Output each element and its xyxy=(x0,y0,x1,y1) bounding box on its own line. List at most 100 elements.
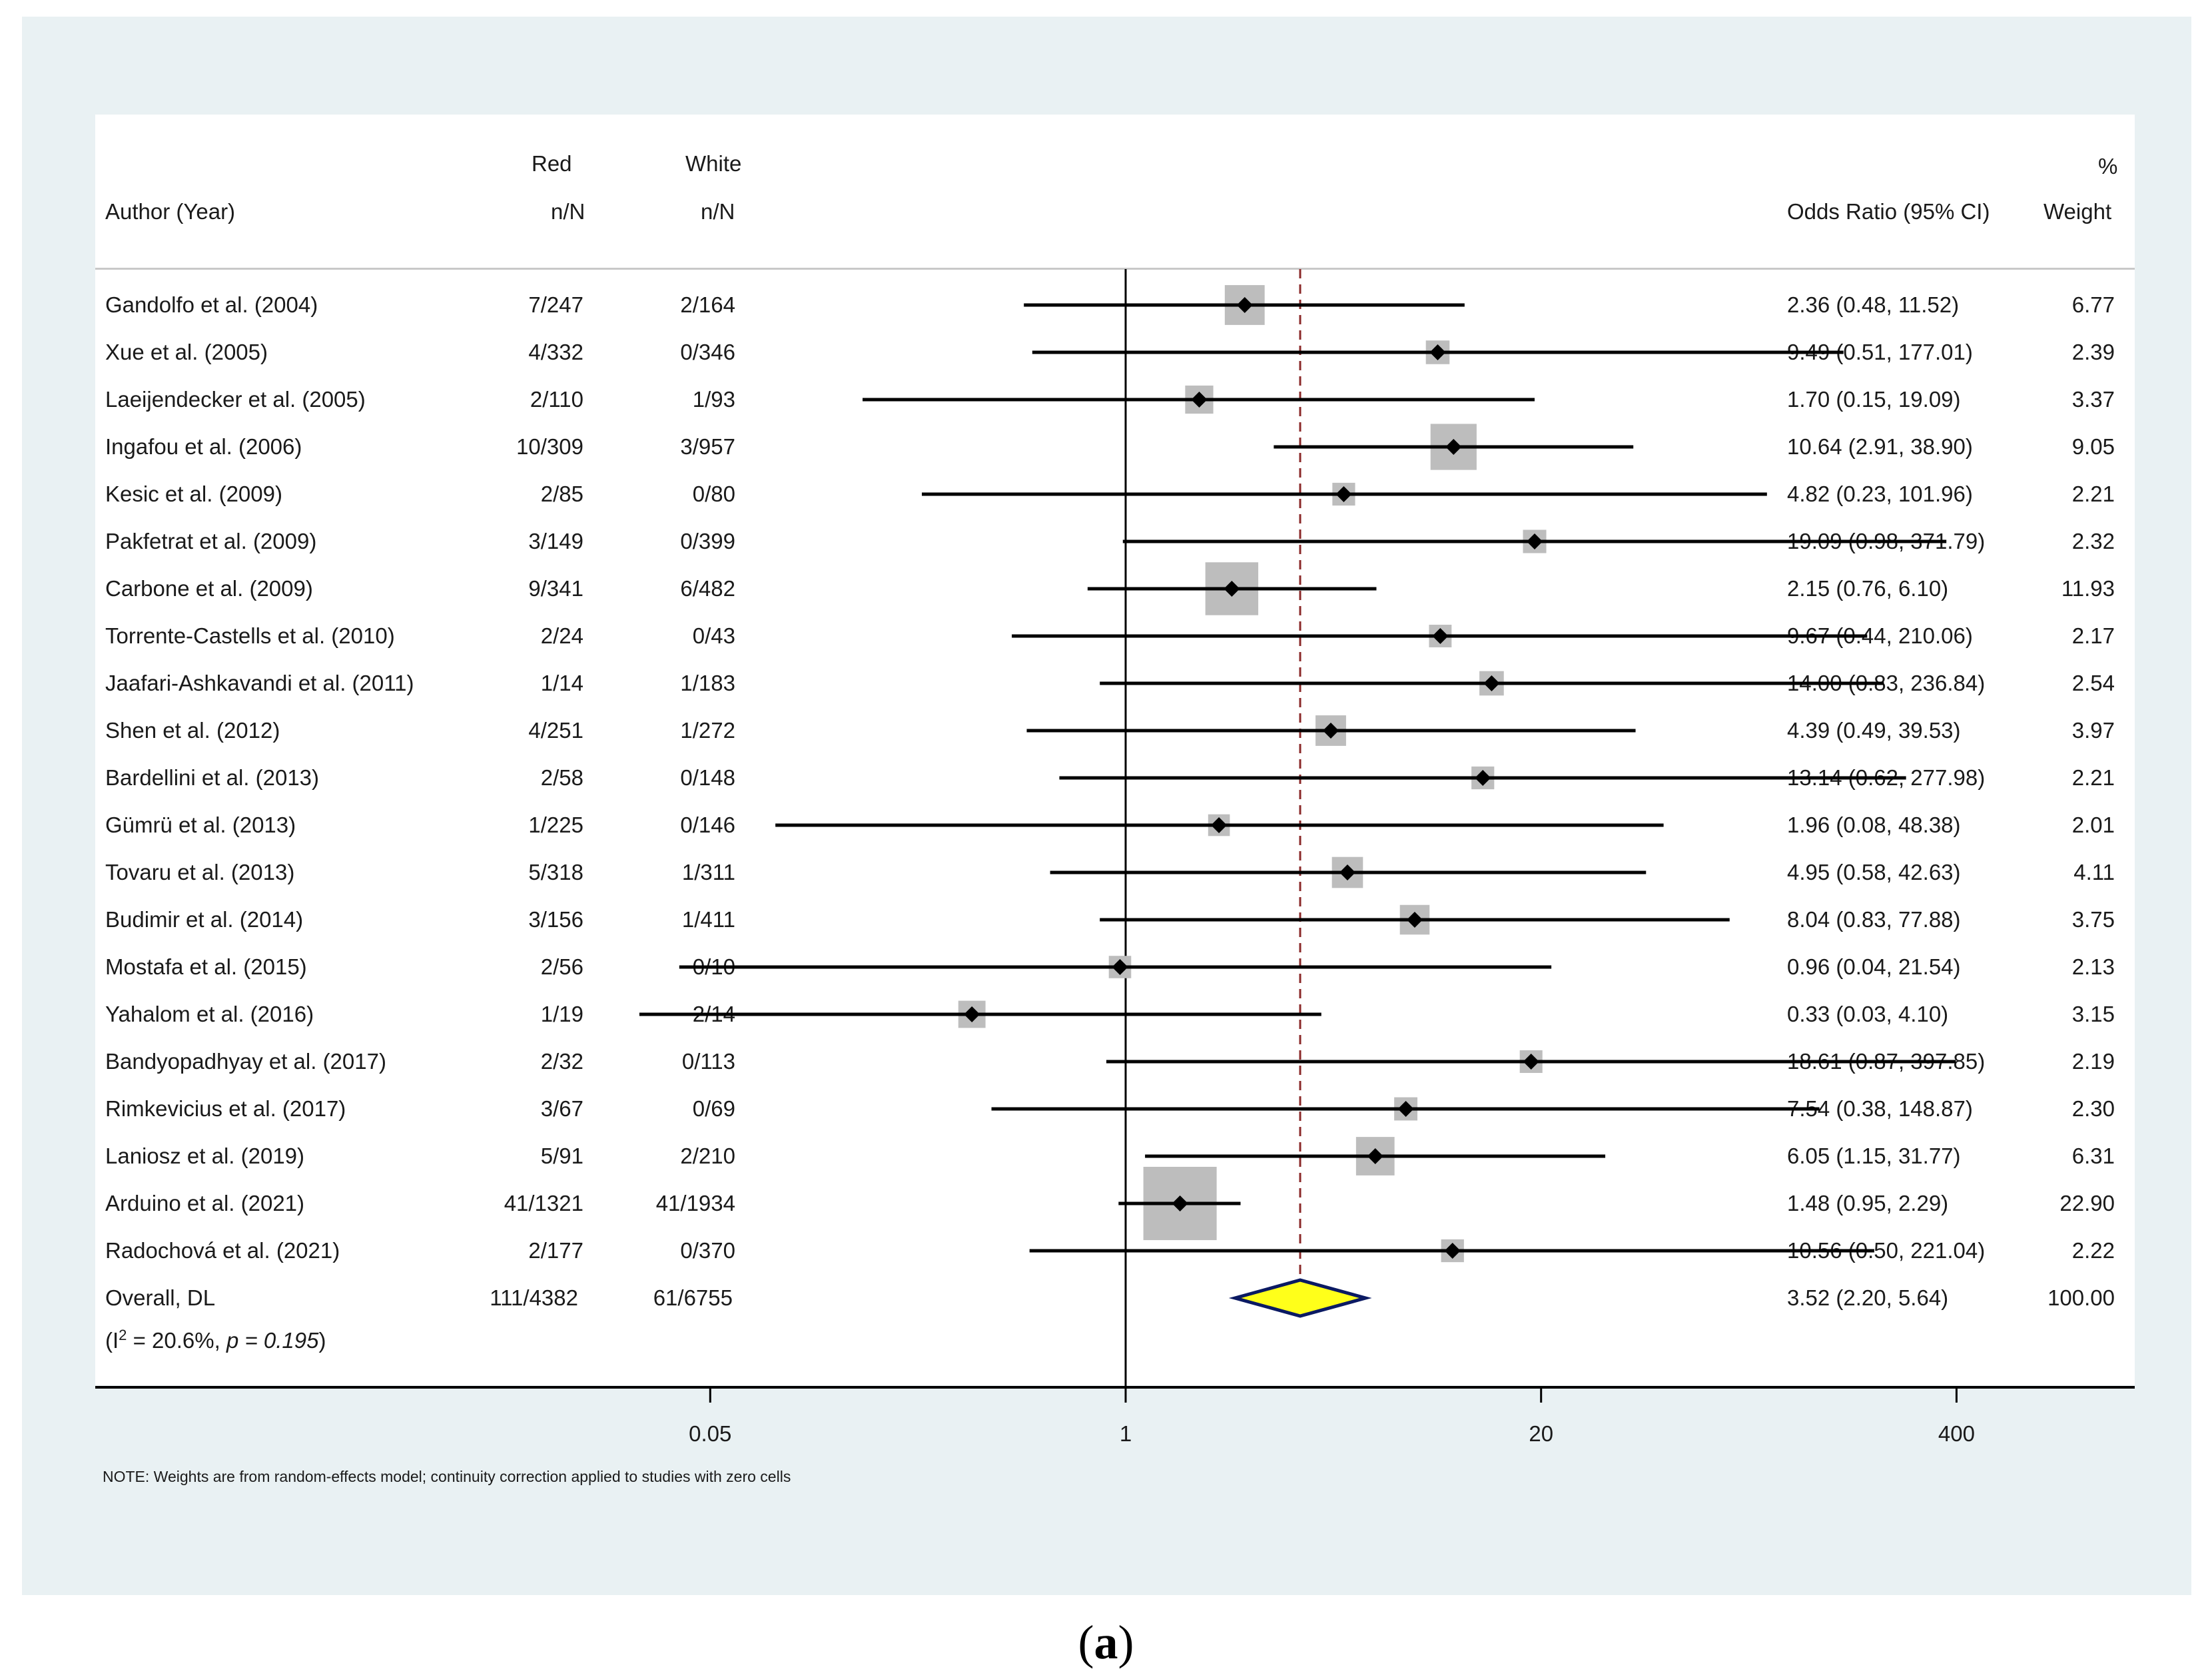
header-divider xyxy=(95,268,2135,270)
study-red: 7/247 xyxy=(528,292,583,317)
study-weight: 2.32 xyxy=(2071,529,2115,553)
study-weight: 11.93 xyxy=(2061,576,2115,601)
overall-or-ci: 3.52 (2.20, 5.64) xyxy=(1787,1285,1949,1310)
study-or-ci: 1.70 (0.15, 19.09) xyxy=(1787,387,1961,412)
study-weight: 2.21 xyxy=(2071,482,2115,506)
study-or-ci: 2.36 (0.48, 11.52) xyxy=(1787,292,1960,317)
study-or-ci: 13.14 (0.62, 277.98) xyxy=(1787,765,1986,790)
study-white: 1/272 xyxy=(680,718,735,743)
study-or-ci: 10.56 (0.50, 221.04) xyxy=(1787,1238,1986,1263)
study-weight: 2.39 xyxy=(2071,340,2115,364)
study-white: 1/93 xyxy=(692,387,735,412)
caption-open: ( xyxy=(1078,1616,1094,1669)
study-white: 2/164 xyxy=(680,292,735,317)
x-tick-label: 0.05 xyxy=(689,1421,732,1446)
study-white: 3/957 xyxy=(680,434,735,459)
study-red: 10/309 xyxy=(516,434,583,459)
header-white-top: White xyxy=(685,151,742,176)
study-or-ci: 10.64 (2.91, 38.90) xyxy=(1787,434,1973,459)
study-weight: 6.31 xyxy=(2071,1144,2115,1168)
heterogeneity-label: (I2 = 20.6%, p = 0.195) xyxy=(105,1327,326,1353)
study-red: 5/91 xyxy=(540,1144,583,1168)
study-white: 6/482 xyxy=(680,576,735,601)
study-or-ci: 19.09 (0.98, 371.79) xyxy=(1787,529,1986,553)
study-red: 9/341 xyxy=(528,576,583,601)
study-author: Bandyopadhyay et al. (2017) xyxy=(105,1049,386,1074)
study-or-ci: 0.33 (0.03, 4.10) xyxy=(1787,1002,1949,1026)
study-author: Pakfetrat et al. (2009) xyxy=(105,529,317,553)
study-author: Gandolfo et al. (2004) xyxy=(105,292,318,317)
study-red: 1/14 xyxy=(540,671,583,695)
header-weight-top: % xyxy=(2098,154,2118,178)
study-or-ci: 9.49 (0.51, 177.01) xyxy=(1787,340,1973,364)
overall-white: 61/6755 xyxy=(653,1285,733,1310)
study-red: 2/110 xyxy=(530,387,583,412)
x-tick-label: 1 xyxy=(1119,1421,1132,1446)
study-red: 41/1321 xyxy=(504,1191,583,1215)
study-author: Ingafou et al. (2006) xyxy=(105,434,302,459)
x-tick-label: 20 xyxy=(1529,1421,1554,1446)
study-or-ci: 1.48 (0.95, 2.29) xyxy=(1787,1191,1949,1215)
study-author: Yahalom et al. (2016) xyxy=(105,1002,314,1026)
study-weight: 3.15 xyxy=(2071,1002,2115,1026)
study-weight: 9.05 xyxy=(2071,434,2115,459)
study-white: 0/370 xyxy=(680,1238,735,1263)
header-red-top: Red xyxy=(532,151,572,176)
header-author: Author (Year) xyxy=(105,199,236,224)
study-red: 2/32 xyxy=(540,1049,583,1074)
study-or-ci: 18.61 (0.87, 397.85) xyxy=(1787,1049,1986,1074)
study-or-ci: 7.54 (0.38, 148.87) xyxy=(1787,1096,1973,1121)
study-white: 0/113 xyxy=(681,1049,735,1074)
study-white: 1/411 xyxy=(681,907,735,932)
study-white: 0/148 xyxy=(680,765,735,790)
overall-weight: 100.00 xyxy=(2047,1285,2115,1310)
study-red: 1/225 xyxy=(528,813,583,837)
study-author: Rimkevicius et al. (2017) xyxy=(105,1096,346,1121)
study-white: 0/346 xyxy=(680,340,735,364)
study-red: 2/58 xyxy=(540,765,583,790)
study-or-ci: 2.15 (0.76, 6.10) xyxy=(1787,576,1949,601)
study-red: 1/19 xyxy=(540,1002,583,1026)
figure-caption: (a) xyxy=(0,1615,2212,1670)
study-author: Arduino et al. (2021) xyxy=(105,1191,305,1215)
study-weight: 3.75 xyxy=(2071,907,2115,932)
het-suffix: ) xyxy=(318,1328,326,1353)
study-author: Xue et al. (2005) xyxy=(105,340,268,364)
study-author: Kesic et al. (2009) xyxy=(105,482,282,506)
study-red: 2/85 xyxy=(540,482,583,506)
study-red: 4/251 xyxy=(528,718,583,743)
study-weight: 2.30 xyxy=(2071,1096,2115,1121)
study-author: Tovaru et al. (2013) xyxy=(105,860,295,884)
study-red: 2/177 xyxy=(528,1238,583,1263)
study-red: 3/149 xyxy=(528,529,583,553)
study-or-ci: 1.96 (0.08, 48.38) xyxy=(1787,813,1961,837)
footnote: NOTE: Weights are from random-effects mo… xyxy=(103,1468,791,1485)
overall-label: Overall, DL xyxy=(105,1285,216,1310)
header-white-bottom: n/N xyxy=(701,199,735,224)
study-weight: 22.90 xyxy=(2059,1191,2115,1215)
study-or-ci: 14.00 (0.83, 236.84) xyxy=(1787,671,1986,695)
x-axis-line xyxy=(95,1386,2135,1389)
study-white: 1/311 xyxy=(681,860,735,884)
study-author: Laniosz et al. (2019) xyxy=(105,1144,305,1168)
study-or-ci: 9.67 (0.44, 210.06) xyxy=(1787,623,1973,648)
study-weight: 2.19 xyxy=(2071,1049,2115,1074)
study-or-ci: 6.05 (1.15, 31.77) xyxy=(1787,1144,1961,1168)
study-white: 0/399 xyxy=(680,529,735,553)
study-author: Gümrü et al. (2013) xyxy=(105,813,296,837)
study-weight: 2.17 xyxy=(2071,623,2115,648)
het-sup: 2 xyxy=(119,1327,127,1343)
study-author: Shen et al. (2012) xyxy=(105,718,280,743)
study-weight: 2.21 xyxy=(2071,765,2115,790)
study-white: 2/14 xyxy=(692,1002,735,1026)
study-white: 41/1934 xyxy=(655,1191,735,1215)
study-or-ci: 4.39 (0.49, 39.53) xyxy=(1787,718,1961,743)
study-white: 2/210 xyxy=(680,1144,735,1168)
study-author: Laeijendecker et al. (2005) xyxy=(105,387,366,412)
overall-red: 111/4382 xyxy=(490,1285,578,1310)
study-white: 0/80 xyxy=(692,482,735,506)
study-white: 1/183 xyxy=(680,671,735,695)
study-weight: 2.54 xyxy=(2071,671,2115,695)
study-or-ci: 0.96 (0.04, 21.54) xyxy=(1787,954,1961,979)
study-or-ci: 4.95 (0.58, 42.63) xyxy=(1787,860,1961,884)
